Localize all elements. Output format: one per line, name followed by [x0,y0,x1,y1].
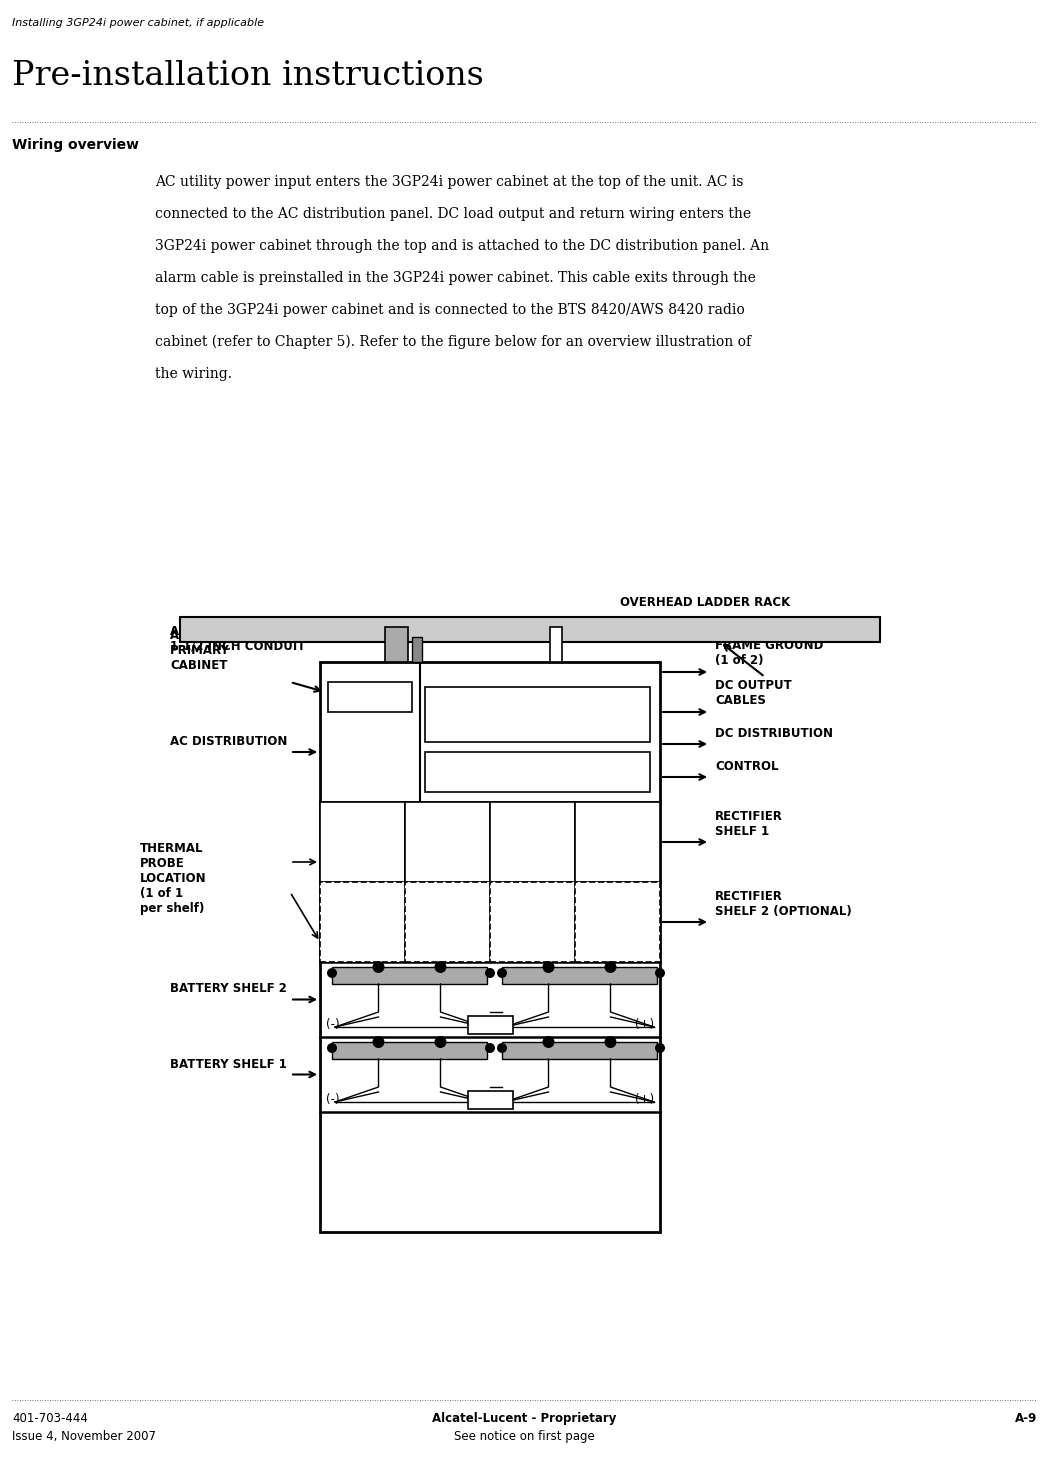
Text: 6: 6 [443,914,452,929]
Bar [490,882,575,963]
Text: alarm cable is preinstalled in the 3GP24i power cabinet. This cable exits throug: alarm cable is preinstalled in the 3GP24… [155,271,756,286]
Text: BATTERY SHELF 1: BATTERY SHELF 1 [170,1057,286,1070]
Text: Alcatel-Lucent - Proprietary: Alcatel-Lucent - Proprietary [432,1412,617,1425]
Text: THERMAL
PROBE
LOCATION
(1 of 1
per shelf): THERMAL PROBE LOCATION (1 of 1 per shelf… [140,842,207,916]
Text: (-): (-) [326,1094,340,1105]
Circle shape [655,969,665,977]
Bar [385,627,408,662]
Text: Installing 3GP24i power cabinet, if applicable: Installing 3GP24i power cabinet, if appl… [12,18,264,28]
Text: 2: 2 [443,835,452,849]
Circle shape [485,1044,495,1052]
Bar [575,882,660,963]
Text: 7: 7 [528,914,537,929]
Circle shape [372,1036,385,1048]
Text: 3: 3 [528,835,537,849]
Circle shape [485,969,495,977]
Bar [550,627,562,662]
Text: Issue 4, November 2007: Issue 4, November 2007 [12,1429,156,1443]
Bar [180,617,880,642]
Circle shape [434,961,447,973]
Text: DC DISTRIBUTION: DC DISTRIBUTION [715,727,833,740]
Text: BATTERY SHELF 2: BATTERY SHELF 2 [170,982,286,995]
Text: (+): (+) [635,1019,654,1030]
Text: 5: 5 [358,914,367,929]
Bar [502,967,657,983]
Bar [331,967,487,983]
Text: RECTIFIER
SHELF 1: RECTIFIER SHELF 1 [715,810,783,838]
Text: CONTROL: CONTROL [715,760,778,773]
Text: the wiring.: the wiring. [155,367,232,381]
Bar [412,637,422,662]
Bar [468,1091,513,1108]
Circle shape [327,969,337,977]
Text: Wiring overview: Wiring overview [12,138,140,152]
Text: Pre-installation instructions: Pre-installation instructions [12,60,484,91]
Circle shape [434,1036,447,1048]
Bar [425,752,650,792]
Bar [502,1042,657,1058]
Bar [468,1016,513,1033]
Circle shape [497,1044,507,1052]
Bar [320,802,405,882]
Text: AC DISTRIBUTION: AC DISTRIBUTION [170,735,287,748]
Text: FRAME GROUND
(1 of 2): FRAME GROUND (1 of 2) [715,639,823,667]
Bar [575,802,660,882]
Bar [405,882,490,963]
Bar [320,882,405,963]
Text: AC utility power input enters the 3GP24i power cabinet at the top of the unit. A: AC utility power input enters the 3GP24i… [155,175,744,188]
Circle shape [497,969,507,977]
Text: A-9: A-9 [1014,1412,1037,1425]
Text: 401-703-444: 401-703-444 [12,1412,88,1425]
Circle shape [604,961,617,973]
Bar [490,802,575,882]
Text: OVERHEAD LADDER RACK: OVERHEAD LADDER RACK [620,596,790,609]
Text: 8: 8 [613,914,622,929]
Text: RECTIFIER
SHELF 2 (OPTIONAL): RECTIFIER SHELF 2 (OPTIONAL) [715,891,852,919]
Bar [425,687,650,742]
Text: AC INPUT VIA
1-1/2 INCH CONDUIT: AC INPUT VIA 1-1/2 INCH CONDUIT [170,626,305,654]
Bar [405,802,490,882]
Text: connected to the AC distribution panel. DC load output and return wiring enters : connected to the AC distribution panel. … [155,208,751,221]
Text: 3GP24i power cabinet through the top and is attached to the DC distribution pane: 3GP24i power cabinet through the top and… [155,238,769,253]
Bar [328,682,412,712]
Circle shape [542,961,555,973]
Bar [331,1042,487,1058]
Circle shape [604,1036,617,1048]
Circle shape [542,1036,555,1048]
Text: ALARM CABLE TO
PRIMARY
CABINET: ALARM CABLE TO PRIMARY CABINET [170,629,285,673]
Text: DC OUTPUT
CABLES: DC OUTPUT CABLES [715,679,792,707]
Text: (-): (-) [326,1019,340,1030]
Circle shape [372,961,385,973]
Text: 4: 4 [613,835,622,849]
Text: 1: 1 [358,835,367,849]
Bar [320,662,660,1232]
Text: top of the 3GP24i power cabinet and is connected to the BTS 8420/AWS 8420 radio: top of the 3GP24i power cabinet and is c… [155,303,745,316]
Text: cabinet (refer to Chapter 5). Refer to the figure below for an overview illustra: cabinet (refer to Chapter 5). Refer to t… [155,336,751,349]
Text: See notice on first page: See notice on first page [454,1429,595,1443]
Text: (+): (+) [635,1094,654,1105]
Circle shape [327,1044,337,1052]
Circle shape [655,1044,665,1052]
